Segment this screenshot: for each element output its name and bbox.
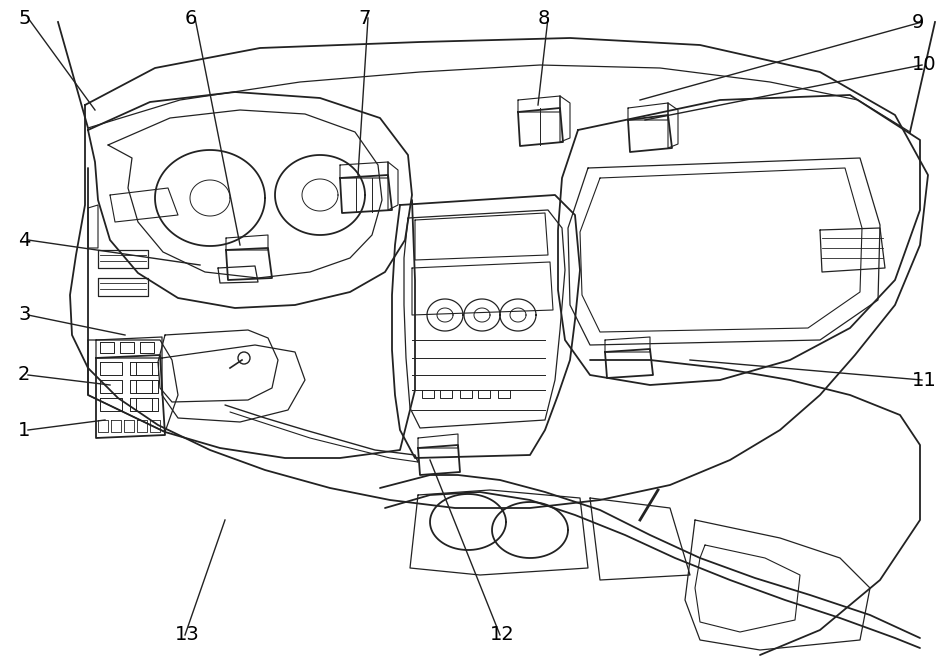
Bar bbox=[422, 390, 434, 398]
Text: 5: 5 bbox=[18, 9, 30, 28]
Text: 10: 10 bbox=[912, 55, 937, 75]
Text: 8: 8 bbox=[538, 9, 550, 28]
Text: 6: 6 bbox=[185, 9, 198, 28]
Bar bbox=[498, 390, 510, 398]
Bar bbox=[440, 390, 452, 398]
Text: 9: 9 bbox=[912, 13, 924, 32]
Text: 12: 12 bbox=[490, 626, 515, 645]
Text: 1: 1 bbox=[18, 420, 30, 440]
Text: 7: 7 bbox=[358, 9, 370, 28]
Text: 11: 11 bbox=[912, 370, 937, 389]
Text: 13: 13 bbox=[175, 626, 199, 645]
Text: 4: 4 bbox=[18, 230, 30, 249]
Bar bbox=[478, 390, 490, 398]
Text: 3: 3 bbox=[18, 306, 30, 325]
Bar bbox=[460, 390, 472, 398]
Text: 2: 2 bbox=[18, 366, 30, 385]
